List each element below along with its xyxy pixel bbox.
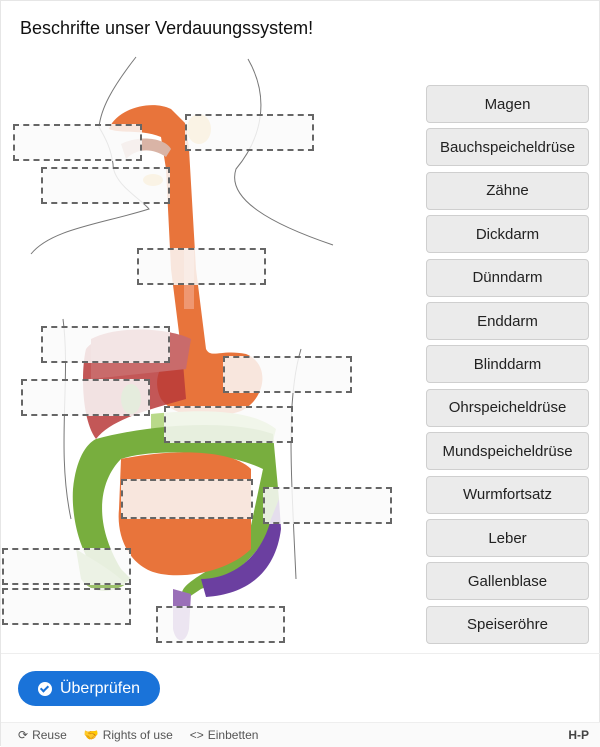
handshake-icon: 🤝 bbox=[83, 728, 99, 742]
embed-label: Einbetten bbox=[207, 728, 259, 742]
check-button[interactable]: Überprüfen bbox=[18, 671, 160, 706]
draggable-label[interactable]: Magen bbox=[426, 85, 589, 123]
draggable-label[interactable]: Enddarm bbox=[426, 302, 589, 340]
drop-zone-11[interactable] bbox=[2, 548, 131, 585]
drop-zone-3[interactable] bbox=[41, 167, 170, 204]
check-circle-icon bbox=[37, 681, 52, 696]
draggable-label[interactable]: Zähne bbox=[426, 171, 589, 210]
code-icon: <> bbox=[189, 728, 204, 742]
drop-zone-4[interactable] bbox=[137, 248, 266, 285]
draggable-label[interactable]: Leber bbox=[426, 519, 589, 557]
draggable-label[interactable]: Wurmfortsatz bbox=[426, 475, 589, 514]
drop-zone-10[interactable] bbox=[263, 487, 392, 524]
embed-link[interactable]: <> Einbetten bbox=[190, 728, 259, 742]
reuse-link[interactable]: ⟳ Reuse bbox=[18, 728, 67, 742]
h5p-logo[interactable]: H-P bbox=[568, 728, 589, 742]
drop-zone-5[interactable] bbox=[41, 326, 170, 363]
draggable-label[interactable]: Blinddarm bbox=[426, 345, 589, 384]
drop-zone-12[interactable] bbox=[2, 588, 131, 625]
drop-zone-1[interactable] bbox=[13, 124, 142, 161]
drop-zone-9[interactable] bbox=[121, 479, 253, 519]
divider bbox=[1, 653, 600, 654]
drop-zone-6[interactable] bbox=[223, 356, 352, 393]
rights-label: Rights of use bbox=[102, 728, 173, 742]
draggable-label[interactable]: Mundspeicheldrüse bbox=[426, 432, 589, 471]
drop-zone-8[interactable] bbox=[164, 406, 293, 443]
check-button-label: Überprüfen bbox=[59, 679, 141, 697]
draggable-label[interactable]: Dünndarm bbox=[426, 258, 589, 297]
footer: ⟳ Reuse 🤝 Rights of use <> Einbetten H-P bbox=[1, 722, 600, 747]
rights-link[interactable]: 🤝 Rights of use bbox=[84, 728, 173, 742]
draggable-label[interactable]: Ohrspeicheldrüse bbox=[426, 388, 589, 427]
draggable-label[interactable]: Speiseröhre bbox=[426, 605, 589, 644]
drop-zone-7[interactable] bbox=[21, 379, 150, 416]
draggable-label[interactable]: Dickdarm bbox=[426, 215, 589, 254]
drop-zone-13[interactable] bbox=[156, 606, 285, 643]
drag-drop-stage: Magen Bauchspeicheldrüse Zähne Dickdarm Dünn… bbox=[1, 49, 600, 653]
draggable-label[interactable]: Bauchspeicheldrüse bbox=[426, 128, 589, 167]
draggable-label[interactable]: Gallenblase bbox=[426, 562, 589, 601]
reuse-label: Reuse bbox=[32, 728, 67, 742]
task-title: Beschrifte unser Verdauungssystem! bbox=[20, 18, 314, 38]
drop-zone-2[interactable] bbox=[185, 114, 314, 151]
refresh-icon: ⟳ bbox=[18, 728, 29, 742]
